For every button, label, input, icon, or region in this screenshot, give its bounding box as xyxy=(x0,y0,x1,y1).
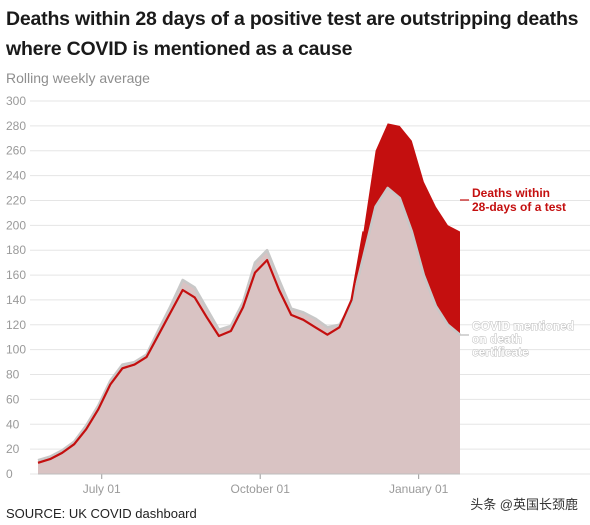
y-tick-label: 180 xyxy=(6,243,26,257)
x-tick-label: July 01 xyxy=(83,482,121,496)
y-tick-label: 200 xyxy=(6,218,26,232)
source-note: SOURCE: UK COVID dashboard xyxy=(6,506,197,521)
chart-title: Deaths within 28 days of a positive test… xyxy=(6,8,579,60)
y-tick-label: 260 xyxy=(6,144,26,158)
y-tick-label: 100 xyxy=(6,343,26,357)
chart-subtitle: Rolling weekly average xyxy=(6,70,150,86)
y-tick-label: 160 xyxy=(6,268,26,282)
series-labels: Deaths within 28-days of a test COVID ment… xyxy=(460,186,574,359)
x-tick-label: October 01 xyxy=(231,482,291,496)
series-line-deaths-28-days xyxy=(37,231,365,464)
y-tick-label: 300 xyxy=(6,94,26,108)
y-tick-label: 40 xyxy=(6,417,20,431)
chart: 0 20 40 60 80 100 120 140 160 180 200 220 240 260 280 3… xyxy=(6,94,590,496)
watermark: 头条 @英国长颈鹿 xyxy=(470,497,578,512)
y-tick-label: 0 xyxy=(6,467,13,481)
series-area-covid-certificate xyxy=(38,188,460,474)
y-tick-label: 120 xyxy=(6,318,26,332)
y-tick-label: 20 xyxy=(6,442,20,456)
y-tick-label: 280 xyxy=(6,119,26,133)
y-tick-label: 220 xyxy=(6,193,26,207)
series-line-covid-certificate xyxy=(37,186,461,462)
series-label-covid-certificate: COVID mentioned on death certificate xyxy=(472,319,574,359)
y-tick-label: 60 xyxy=(6,392,20,406)
x-axis-ticks: July 01 October 01 January 01 xyxy=(38,473,460,496)
y-axis-ticks: 0 20 40 60 80 100 120 140 160 180 200 220 240 260 280 3… xyxy=(6,94,26,481)
series-label-deaths-28-days: Deaths within 28-days of a test xyxy=(472,186,566,214)
x-tick-label: January 01 xyxy=(389,482,449,496)
data-areas xyxy=(37,123,461,475)
y-tick-label: 140 xyxy=(6,293,26,307)
y-tick-label: 80 xyxy=(6,368,20,382)
y-tick-label: 240 xyxy=(6,169,26,183)
